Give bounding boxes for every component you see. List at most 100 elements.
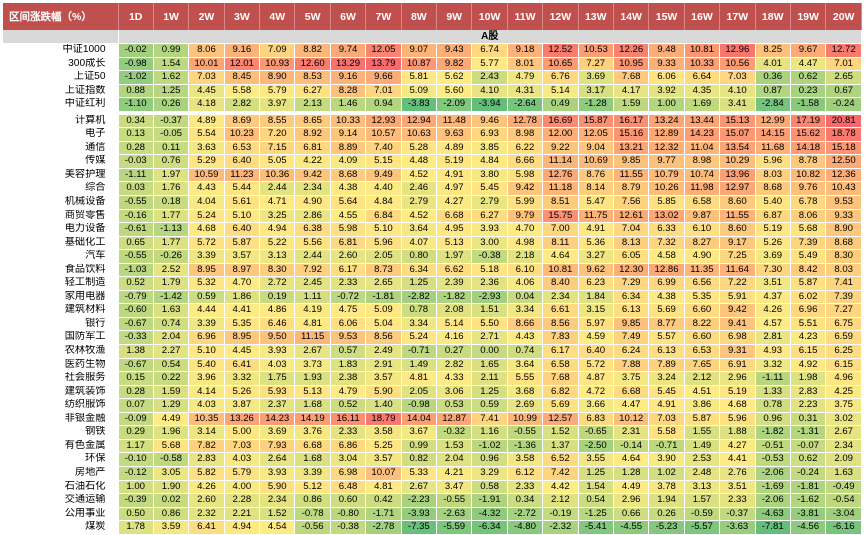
heatmap-cell: 2.31 xyxy=(613,425,650,440)
heatmap-cell: 5.47 xyxy=(578,195,614,210)
heatmap-cell: 1.59 xyxy=(613,97,650,112)
heatmap-cell: 3.76 xyxy=(294,425,331,440)
heatmap-cell: 4.27 xyxy=(436,195,473,210)
heatmap-cell: -6.16 xyxy=(825,520,862,535)
row-label: 煤炭 xyxy=(3,520,119,535)
heatmap-cell: 14.19 xyxy=(294,412,331,427)
heatmap-cell: 2.12 xyxy=(542,493,579,508)
heatmap-cell: 6.74 xyxy=(471,43,508,58)
heatmap-cell: 1.65 xyxy=(471,358,508,373)
heatmap-cell: 8.51 xyxy=(542,195,579,210)
heatmap-cell: 11.23 xyxy=(224,168,261,183)
heatmap-cell: -0.32 xyxy=(436,425,473,440)
heatmap-cell: 1.76 xyxy=(153,181,190,196)
heatmap-cell: 8.03 xyxy=(755,168,791,183)
heatmap-cell: 10.93 xyxy=(259,57,296,72)
heatmap-cell: 6.61 xyxy=(542,303,579,318)
heatmap-cell: 2.27 xyxy=(153,344,190,359)
heatmap-cell: 0.54 xyxy=(153,358,190,373)
heatmap-cell: 2.36 xyxy=(471,276,508,291)
table-row: 医药生物 -0.67 0.54 5.40 6.41 4.03 3.73 1.83 2.91 1.4… xyxy=(3,358,862,373)
heatmap-cell: 2.67 xyxy=(294,344,331,359)
heatmap-cell: 9.82 xyxy=(436,57,473,72)
heatmap-cell: 18.78 xyxy=(825,127,862,142)
heatmap-cell: 1.93 xyxy=(294,371,331,386)
heatmap-cell: 0.34 xyxy=(118,114,154,129)
heatmap-cell: -1.82 xyxy=(436,290,473,305)
heatmap-cell: 1.02 xyxy=(648,466,685,481)
heatmap-cell: 7.49 xyxy=(613,330,650,346)
heatmap-cell: 4.86 xyxy=(259,303,296,318)
heatmap-cell: 3.57 xyxy=(365,452,402,467)
heatmap-cell: 7.25 xyxy=(719,249,756,264)
heatmap-cell: 12.78 xyxy=(507,114,544,129)
heatmap-cell: -0.80 xyxy=(330,507,367,522)
heatmap-cell: 10.36 xyxy=(259,168,296,183)
table-row: 通信 0.28 0.11 3.63 6.53 7.15 6.81 8.89 7.40 5.28 4.… xyxy=(3,141,862,156)
heatmap-cell: 6.53 xyxy=(224,141,261,156)
heatmap-cell: 5.82 xyxy=(188,466,225,481)
heatmap-cell: 5.56 xyxy=(294,236,331,251)
heatmap-cell: 2.38 xyxy=(330,371,367,386)
heatmap-cell: 10.12 xyxy=(613,412,650,427)
heatmap-cell: 0.52 xyxy=(118,276,154,291)
heatmap-cell: 9.41 xyxy=(719,317,756,332)
heatmap-cell: 5.97 xyxy=(578,317,614,332)
heatmap-cell: 4.98 xyxy=(507,236,544,251)
heatmap-cell: 3.32 xyxy=(755,358,791,373)
heatmap-cell: 12.99 xyxy=(755,114,791,129)
heatmap-cell: 9.66 xyxy=(365,70,402,85)
heatmap-cell: 12.94 xyxy=(401,114,438,129)
heatmap-cell: -1.81 xyxy=(790,480,827,495)
heatmap-cell: 5.50 xyxy=(471,317,508,332)
heatmap-cell: 1.37 xyxy=(542,439,579,454)
heatmap-cell: 7.88 xyxy=(613,358,650,373)
column-header: 1W xyxy=(153,3,190,30)
heatmap-cell: 1.63 xyxy=(825,466,862,481)
table-row: 上证50 -1.02 1.62 7.03 8.45 8.90 8.53 9.16 9.66 5.8… xyxy=(3,70,862,85)
table-row: 电子 0.13 -0.05 5.54 10.23 7.20 8.92 9.14 10.57 10.… xyxy=(3,127,862,142)
heatmap-cell: -0.56 xyxy=(294,520,331,535)
heatmap-cell: 4.64 xyxy=(613,452,650,467)
group-gap-cell xyxy=(3,111,862,115)
column-header: 8W xyxy=(401,3,438,30)
column-header: 13W xyxy=(578,3,614,30)
heatmap-cell: 3.02 xyxy=(825,412,862,427)
heatmap-cell: 5.72 xyxy=(188,236,225,251)
table-row: 传媒 -0.03 0.76 5.29 6.40 5.05 4.22 4.09 5.15 4.48 5… xyxy=(3,154,862,169)
heatmap-cell: 0.99 xyxy=(153,43,190,58)
heatmap-cell: 13.02 xyxy=(648,209,685,224)
heatmap-cell: 4.10 xyxy=(471,84,508,99)
heatmap-cell: 0.99 xyxy=(401,439,438,454)
heatmap-cell: 5.60 xyxy=(436,84,473,99)
heatmap-cell: 4.84 xyxy=(471,154,508,169)
heatmap-cell: 6.68 xyxy=(294,439,331,454)
heatmap-cell: 8.68 xyxy=(825,236,862,251)
heatmap-cell: 2.46 xyxy=(401,181,438,196)
heatmap-cell: 3.25 xyxy=(259,209,296,224)
heatmap-cell: 3.93 xyxy=(259,466,296,481)
heatmap-cell: -1.81 xyxy=(365,290,402,305)
heatmap-cell: 6.15 xyxy=(790,344,827,359)
heatmap-cell: 3.57 xyxy=(365,371,402,386)
heatmap-cell: 4.26 xyxy=(755,303,791,318)
heatmap-cell: 5.54 xyxy=(188,127,225,142)
heatmap-cell: 8.98 xyxy=(684,154,721,169)
heatmap-cell: -0.61 xyxy=(118,222,154,237)
heatmap-cell: 9.74 xyxy=(330,43,367,58)
column-header: 5W xyxy=(294,3,331,30)
heatmap-cell: 7.27 xyxy=(578,57,614,72)
heatmap-cell: 6.59 xyxy=(825,330,862,346)
heatmap-cell: 10.33 xyxy=(684,57,721,72)
heatmap-cell: 0.07 xyxy=(118,398,154,413)
heatmap-cell: 14.23 xyxy=(259,412,296,427)
heatmap-cell: 4.21 xyxy=(436,466,473,481)
heatmap-cell: 8.60 xyxy=(719,222,756,237)
heatmap-cell: 2.05 xyxy=(365,249,402,264)
heatmap-cell: 4.44 xyxy=(188,303,225,318)
heatmap-cell: 7.68 xyxy=(613,70,650,85)
row-label: 基础化工 xyxy=(3,236,119,251)
heatmap-cell: 0.29 xyxy=(118,425,154,440)
heatmap-cell: 3.96 xyxy=(188,371,225,386)
heatmap-cell: 11.18 xyxy=(542,181,579,196)
